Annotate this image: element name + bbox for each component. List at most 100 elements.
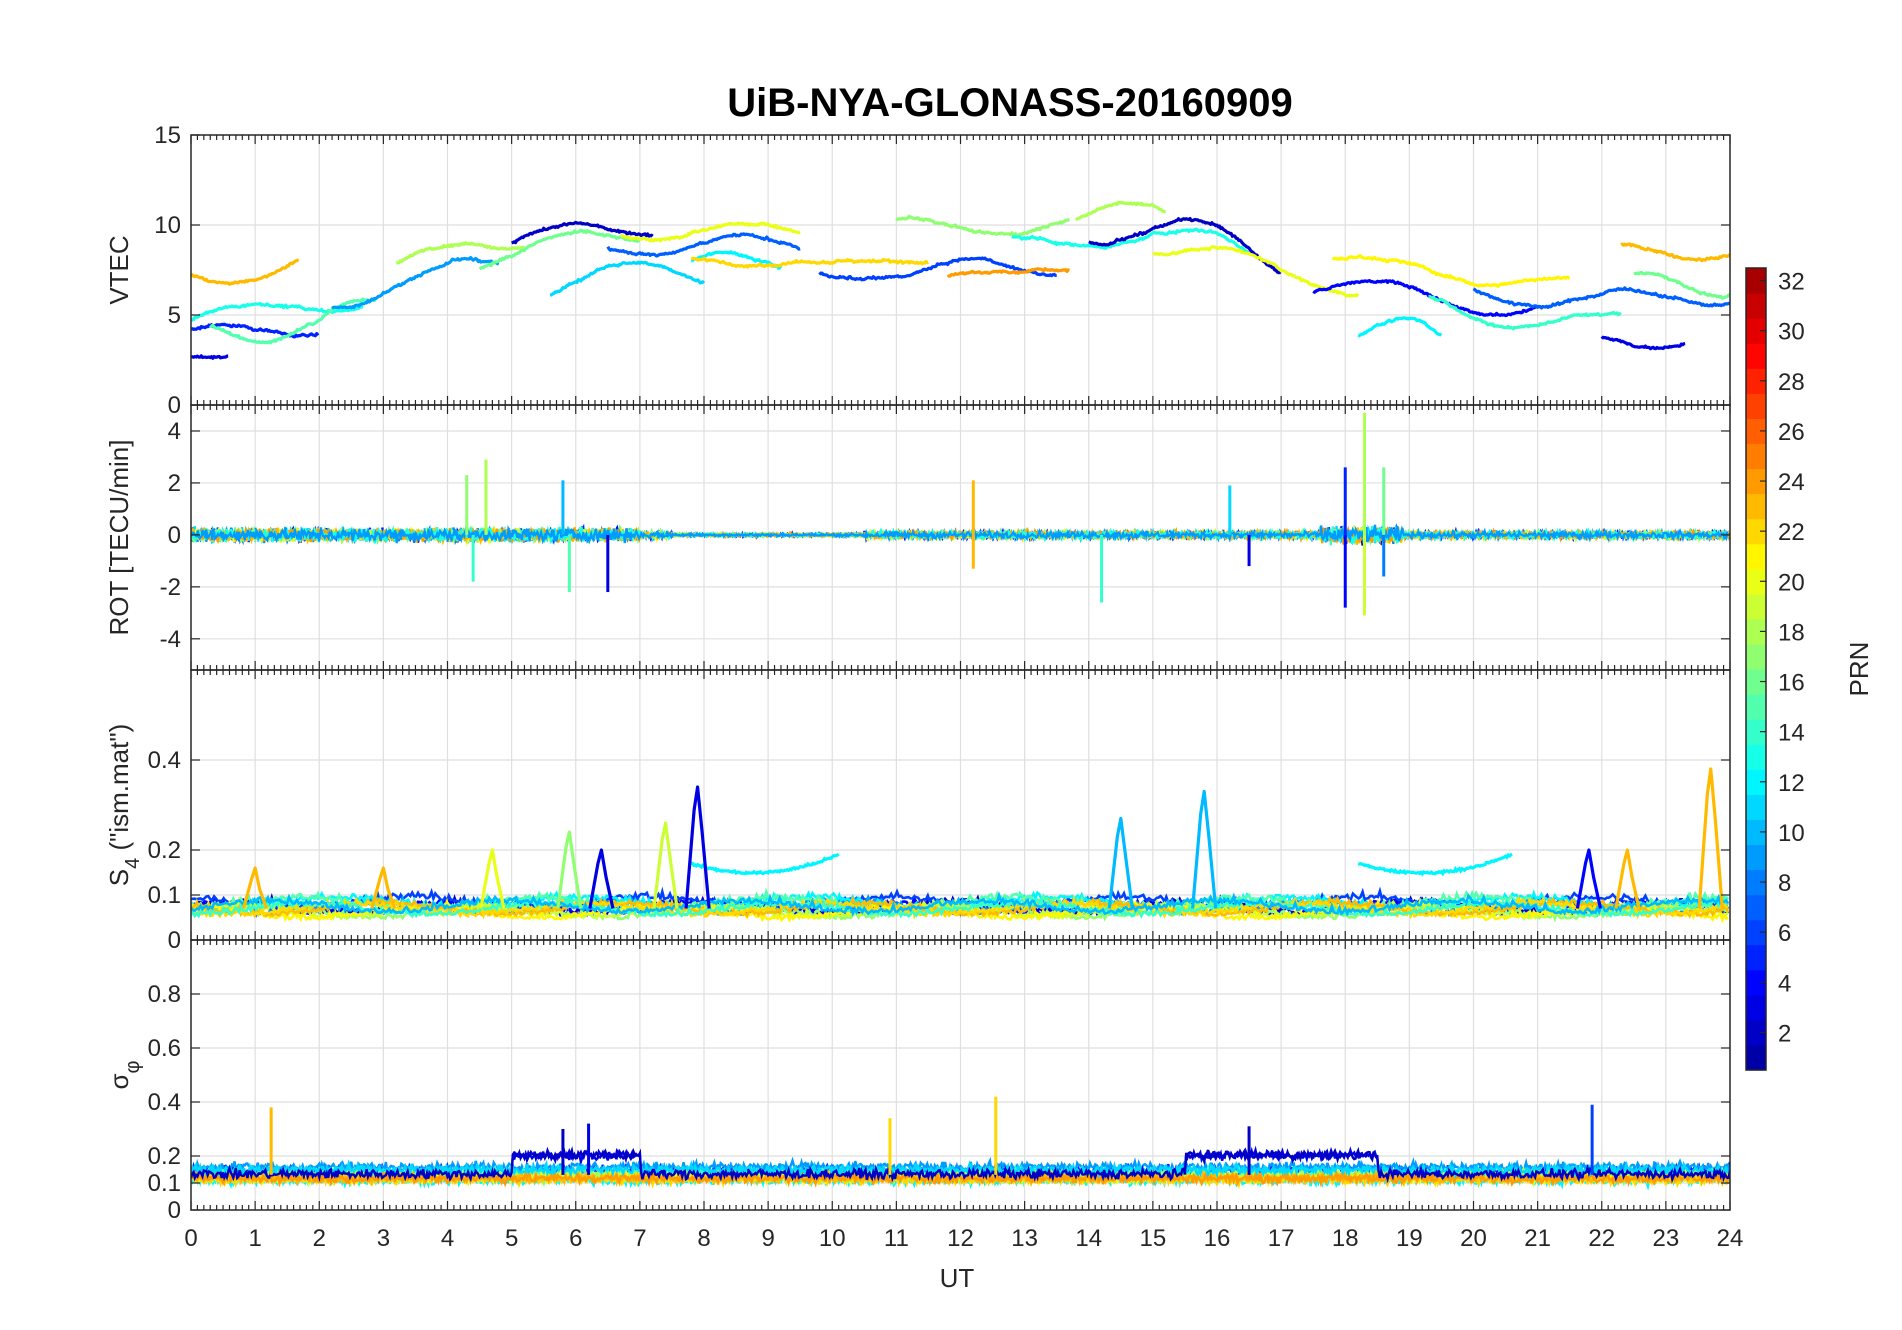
colorbar-tick-24: 24 <box>1778 469 1805 496</box>
series-s4 <box>191 767 1730 924</box>
colorbar-swatch-4 <box>1746 969 1766 996</box>
colorbar-tick-16: 16 <box>1778 670 1805 697</box>
s4-arc-1 <box>690 852 840 876</box>
s4-peak-10 <box>1575 848 1603 909</box>
colorbar-swatch-25 <box>1746 443 1766 470</box>
y-tick-sigma-1: 0 <box>168 1197 181 1224</box>
y-axis-label-vtec: VTEC <box>104 235 134 304</box>
vtec-track-10 <box>606 232 801 258</box>
x-tick-15: 15 <box>1140 1225 1167 1252</box>
x-ticks-rot <box>190 405 1731 670</box>
series-rot <box>191 412 1730 616</box>
s4-peak-5 <box>652 821 679 909</box>
vtec-track-7 <box>395 241 526 265</box>
vtec-track-20 <box>1088 217 1282 275</box>
colorbar-tick-18: 18 <box>1778 619 1805 646</box>
x-tick-7: 7 <box>633 1225 646 1252</box>
y-axis-label-sigma: σφ <box>104 1060 144 1089</box>
s4-series-11 <box>191 894 1729 921</box>
x-tick-14: 14 <box>1075 1225 1102 1252</box>
y-tick-s4-2: 0.1 <box>148 882 181 909</box>
vtec-track-27 <box>1620 242 1730 263</box>
vtec-track-25 <box>1428 294 1622 331</box>
colorbar-swatch-20 <box>1746 568 1766 595</box>
y-tick-s4-1: 0 <box>168 927 181 954</box>
s4-peak-12 <box>242 866 269 910</box>
y-tick-vtec-1: 0 <box>168 392 181 419</box>
vtec-track-24 <box>1357 316 1443 338</box>
vtec-track-28 <box>1600 335 1686 351</box>
colorbar-swatch-3 <box>1746 994 1766 1021</box>
s4-peak-4 <box>556 830 583 909</box>
x-tick-2: 2 <box>313 1225 326 1252</box>
vtec-track-9 <box>511 220 654 245</box>
grid-vtec <box>191 135 1730 405</box>
x-tick-21: 21 <box>1524 1225 1551 1252</box>
vtec-track-1 <box>191 354 229 360</box>
colorbar-swatch-1 <box>1746 1044 1766 1071</box>
s4-peak-9 <box>1614 848 1641 909</box>
colorbar-tick-4: 4 <box>1778 970 1791 997</box>
x-tick-20: 20 <box>1460 1225 1487 1252</box>
x-tick-19: 19 <box>1396 1225 1423 1252</box>
s4-peak-11 <box>370 866 397 910</box>
y-tick-sigma-3: 0.2 <box>148 1143 181 1170</box>
vtec-track-19 <box>1074 200 1167 222</box>
colorbar-swatch-19 <box>1746 593 1766 620</box>
x-tick-9: 9 <box>761 1225 774 1252</box>
colorbar-swatch-12 <box>1746 769 1766 795</box>
colorbar-swatch-13 <box>1746 744 1766 770</box>
vtec-track-15 <box>818 256 1058 282</box>
vtec-track-18 <box>1011 227 1251 256</box>
sigma-series-13 <box>191 1145 1730 1184</box>
vtec-track-26 <box>1472 286 1730 310</box>
x-tick-8: 8 <box>697 1225 710 1252</box>
x-tick-11: 11 <box>884 1225 909 1252</box>
colorbar-swatch-2 <box>1746 1019 1766 1046</box>
x-tick-labels: 0 1 2 3 4 5 6 7 8 9 10 11 12 13 14 15 16 17 18 19 20 21 22 23 24 <box>184 1225 1743 1252</box>
panel-sigma: 00.10.2 0.4 0.6 0.8 σφ <box>104 939 1731 1224</box>
colorbar-tick-30: 30 <box>1778 319 1805 346</box>
colorbar-tick-22: 22 <box>1778 519 1805 546</box>
s4-peak-3 <box>1697 767 1724 909</box>
colorbar-swatch-16 <box>1746 669 1766 695</box>
colorbar-swatch-15 <box>1746 694 1766 720</box>
colorbar-tick-2: 2 <box>1778 1020 1791 1047</box>
y-tick-rot-2: -2 <box>160 574 181 601</box>
y-tick-sigma-6: 0.8 <box>148 981 181 1008</box>
colorbar-tick-10: 10 <box>1778 820 1805 847</box>
sigma-series-3 <box>191 1156 1730 1178</box>
y-axis-label-rot: ROT [TECU/min] <box>104 440 134 636</box>
y-tick-vtec-4: 15 <box>154 122 181 149</box>
x-tick-23: 23 <box>1653 1225 1680 1252</box>
colorbar-tick-12: 12 <box>1778 770 1805 797</box>
x-tick-4: 4 <box>441 1225 454 1252</box>
series-sigma <box>191 1096 1730 1191</box>
colorbar-tick-20: 20 <box>1778 569 1805 596</box>
y-tick-rot-5: 4 <box>168 418 181 445</box>
vtec-track-13 <box>690 250 782 270</box>
vtec-track-17 <box>946 267 1070 279</box>
x-ticks-sigma <box>190 940 1731 1210</box>
colorbar-frame <box>1745 267 1767 1071</box>
vtec-track-29 <box>1633 270 1730 300</box>
x-ticks-s4 <box>190 670 1731 940</box>
colorbar-swatch-18 <box>1746 618 1766 645</box>
x-tick-10: 10 <box>819 1225 846 1252</box>
y-tick-s4-4: 0.4 <box>148 747 181 774</box>
colorbar-swatch-29 <box>1746 343 1766 369</box>
y-tick-sigma-2: 0.1 <box>148 1170 181 1197</box>
vtec-track-14 <box>690 256 929 269</box>
grid-sigma <box>191 940 1730 1210</box>
y-tick-vtec-2: 5 <box>168 302 181 329</box>
vtec-track-6 <box>331 256 500 310</box>
colorbar-label: PRN <box>1844 642 1874 697</box>
colorbar-swatch-22 <box>1746 518 1766 545</box>
panel-s4: 0 0.1 0.2 0.4S4 ("ism.mat") <box>104 669 1731 954</box>
colorbar-swatch-14 <box>1746 719 1766 745</box>
x-tick-16: 16 <box>1204 1225 1231 1252</box>
x-tick-6: 6 <box>569 1225 582 1252</box>
s4-peak-2 <box>1191 789 1218 909</box>
